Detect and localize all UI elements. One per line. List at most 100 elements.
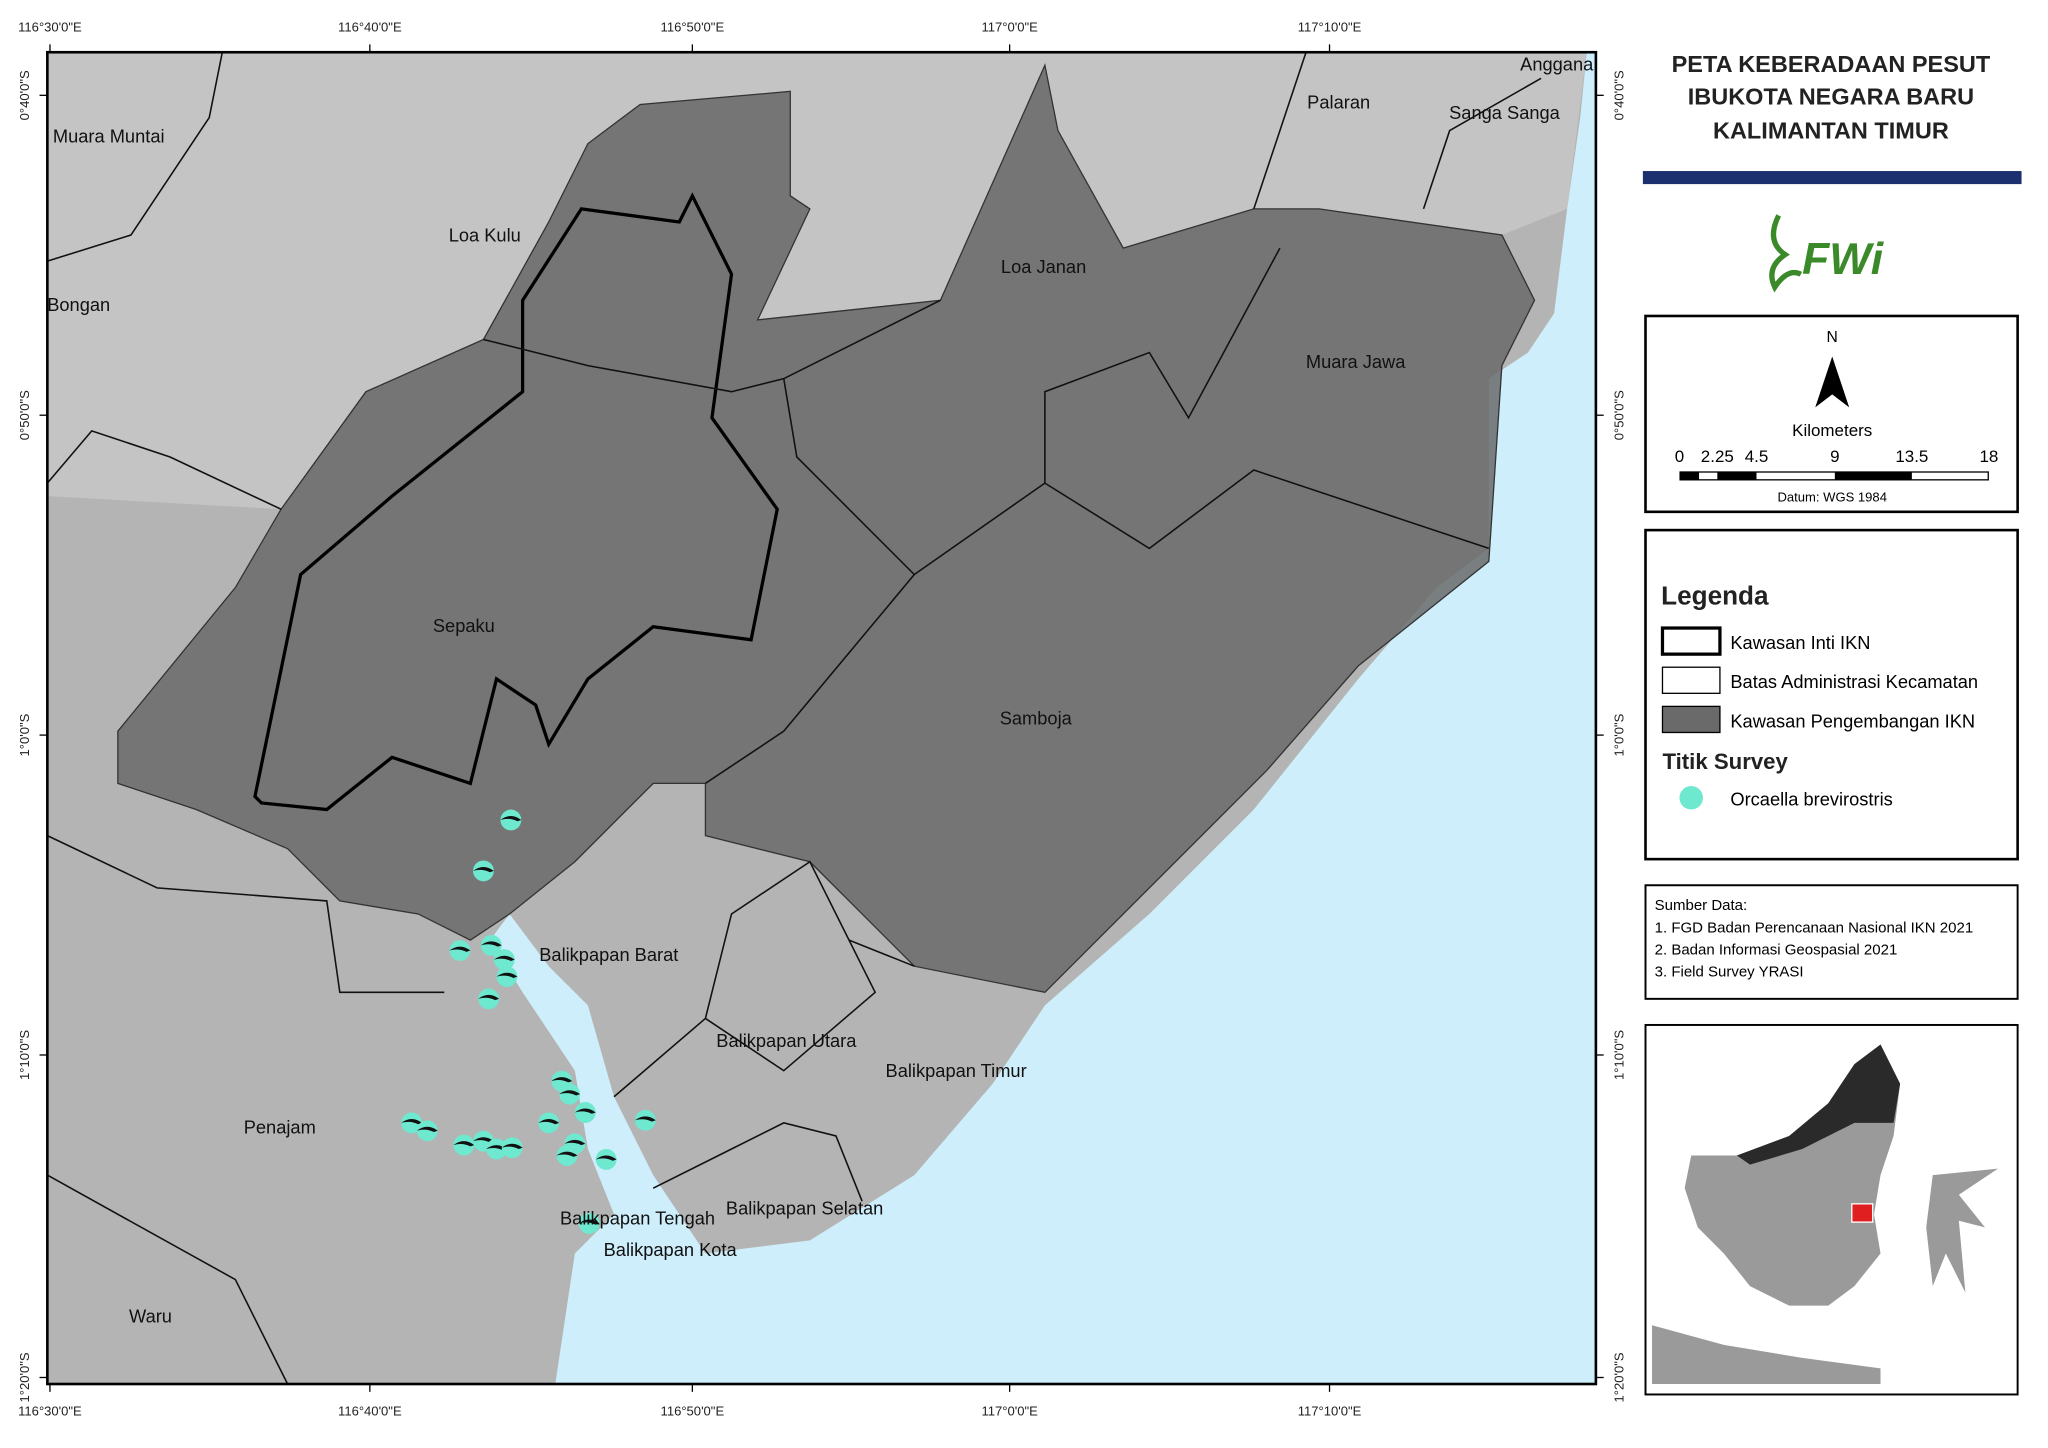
survey-point: [578, 1212, 600, 1234]
legend-subtitle: Titik Survey: [1662, 749, 1788, 774]
place-label: Anggana: [1520, 54, 1594, 75]
place-label: Muara Jawa: [1306, 351, 1406, 372]
longitude-label: 116°50'0"E: [661, 19, 725, 34]
dolphin-icon: [578, 1219, 600, 1225]
legend-swatch: [1661, 705, 1721, 734]
longitude-label: 116°30'0"E: [18, 19, 82, 34]
dolphin-icon: [634, 1116, 656, 1122]
dolphin-icon: [551, 1077, 573, 1083]
admin-line: [47, 834, 445, 994]
survey-point: [493, 949, 515, 971]
dolphin-icon: [473, 1137, 494, 1143]
scale-bar-segment: [1911, 472, 1988, 480]
admin-line: [46, 429, 282, 510]
place-label: Loa Janan: [1001, 256, 1086, 277]
logo-figure: [1769, 214, 1803, 293]
scale-label: 0: [1675, 447, 1684, 466]
legend-item: Batas Administrasi Kecamatan: [1730, 671, 1978, 692]
admin-line: [483, 299, 941, 393]
legend-item: Orcaella brevirostris: [1730, 789, 1892, 810]
dolphin-icon: [493, 955, 515, 961]
survey-point: [574, 1101, 596, 1123]
datum: Datum: WGS 1984: [1777, 489, 1887, 504]
admin-line: [1044, 469, 1490, 550]
admin-line: [652, 1122, 863, 1202]
scale-label: 9: [1830, 447, 1839, 466]
inset-sulawesi: [1926, 1168, 1999, 1293]
longitude-label: 116°40'0"E: [338, 1403, 402, 1418]
survey-point: [501, 1137, 523, 1159]
latitude-label: 0°40'0"S: [1611, 70, 1626, 120]
admin-line: [46, 1174, 289, 1385]
place-label: Waru: [129, 1306, 172, 1327]
place-label: Muara Muntai: [53, 125, 165, 146]
latitude-label: 1°0'0"S: [17, 713, 32, 756]
north-label: N: [1827, 329, 1838, 346]
survey-point: [595, 1148, 617, 1170]
source-item: 1. FGD Badan Perencanaan Nasional IKN 20…: [1655, 919, 1974, 936]
dolphin-icon: [556, 1151, 578, 1157]
dolphin-icon: [480, 941, 502, 947]
core-zone: [253, 192, 779, 812]
latitude-label: 0°50'0"S: [17, 390, 32, 440]
title-line: PETA KEBERADAAN PESUT: [1672, 51, 1991, 77]
survey-point: [401, 1112, 423, 1134]
dolphin-icon: [478, 994, 500, 1001]
latitude-label: 1°10'0"S: [1611, 1030, 1626, 1080]
dolphin-icon: [574, 1108, 596, 1114]
place-label: Balikpapan Kota: [604, 1239, 738, 1260]
place-label: Penajam: [244, 1116, 316, 1137]
admin-line: [1422, 77, 1542, 210]
survey-point: [634, 1109, 656, 1131]
admin-line: [704, 573, 915, 785]
admin-line: [704, 939, 877, 1072]
dolphin-icon: [564, 1139, 586, 1146]
latitude-label: 0°50'0"S: [1611, 390, 1626, 440]
survey-point: [453, 1134, 475, 1156]
development-zone: [117, 63, 1536, 994]
place-label: Sepaku: [433, 615, 495, 636]
admin-line: [613, 860, 915, 1098]
source-title: Sumber Data:: [1655, 897, 1748, 914]
latitude-label: 1°20'0"S: [17, 1352, 32, 1402]
scale-unit: Kilometers: [1792, 421, 1872, 440]
north-arrow: [1815, 356, 1850, 408]
source-box: [1644, 884, 2019, 1000]
legend-box: [1644, 528, 2019, 861]
map-frame: [46, 50, 1598, 1386]
admin-line: [782, 247, 1281, 576]
latitude-label: 1°10'0"S: [17, 1030, 32, 1080]
longitude-label: 116°50'0"E: [661, 1403, 725, 1418]
survey-points: [401, 809, 656, 1234]
dolphin-icon: [449, 946, 471, 952]
sea: [489, 52, 1596, 1385]
inset-map: [1644, 1023, 2019, 1396]
legend-swatch: [1660, 626, 1722, 656]
place-label: Palaran: [1307, 91, 1370, 112]
latitude-label: 1°20'0"S: [1611, 1352, 1626, 1402]
logo: FWi: [1769, 214, 1885, 293]
scale-bar: 0 2.25 4.5 9 13.5 18: [1675, 447, 1998, 481]
place-label: Bongan: [47, 294, 110, 315]
legend-title: Legenda: [1661, 581, 1769, 611]
dolphin-icon: [416, 1126, 438, 1133]
graticule-labels: 116°30'0"E 116°30'0"E 116°40'0"E 116°40'0"E…: [17, 19, 1626, 1418]
dolphin-icon: [538, 1118, 560, 1125]
longitude-label: 116°40'0"E: [338, 19, 402, 34]
scale-label: 13.5: [1895, 447, 1928, 466]
admin-boundaries: [46, 51, 1542, 1385]
longitude-label: 116°30'0"E: [18, 1403, 82, 1418]
place-label: Balikpapan Selatan: [726, 1197, 883, 1218]
place-label: Balikpapan Tengah: [560, 1208, 715, 1229]
survey-point: [500, 809, 522, 831]
latitude-label: 0°40'0"S: [17, 70, 32, 120]
survey-point: [556, 1145, 578, 1166]
scale-label: 18: [1979, 447, 1998, 466]
dolphin-icon: [501, 1143, 523, 1149]
place-label: Balikpapan Timur: [886, 1060, 1027, 1081]
survey-point: [538, 1112, 560, 1134]
scale-label: 4.5: [1745, 447, 1769, 466]
dolphin-icon: [453, 1141, 475, 1147]
dolphin-icon: [500, 816, 522, 822]
